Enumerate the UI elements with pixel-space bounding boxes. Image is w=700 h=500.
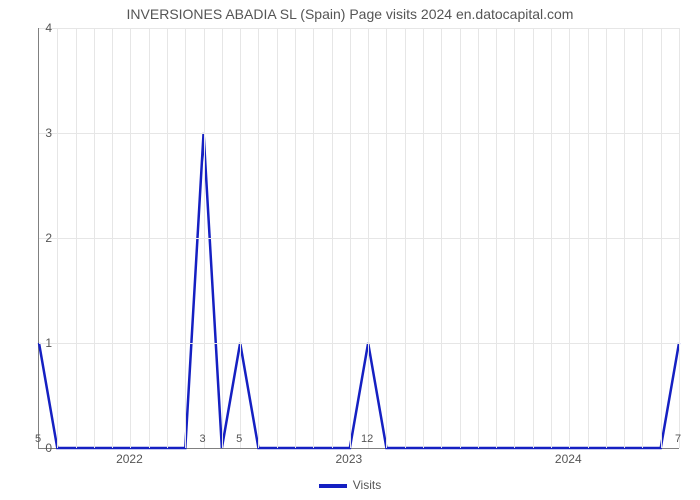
x-point-label: 5	[35, 433, 41, 445]
grid-line-vertical	[679, 28, 680, 448]
x-point-label: 12	[361, 433, 373, 445]
grid-line-vertical	[386, 28, 387, 448]
grid-line-vertical	[76, 28, 77, 448]
grid-line-vertical	[94, 28, 95, 448]
grid-line-vertical	[478, 28, 479, 448]
grid-line-vertical	[295, 28, 296, 448]
grid-line-vertical	[277, 28, 278, 448]
grid-line-horizontal	[39, 238, 679, 239]
grid-line-vertical	[167, 28, 168, 448]
grid-line-horizontal	[39, 133, 679, 134]
chart-container: INVERSIONES ABADIA SL (Spain) Page visit…	[0, 0, 700, 500]
x-point-label: 7	[675, 433, 681, 445]
grid-line-vertical	[606, 28, 607, 448]
grid-line-vertical	[624, 28, 625, 448]
grid-line-vertical	[514, 28, 515, 448]
grid-line-vertical	[423, 28, 424, 448]
x-year-label: 2022	[116, 452, 143, 466]
grid-line-vertical	[112, 28, 113, 448]
chart-title: INVERSIONES ABADIA SL (Spain) Page visit…	[0, 6, 700, 22]
grid-line-vertical	[185, 28, 186, 448]
grid-line-vertical	[569, 28, 570, 448]
grid-line-vertical	[222, 28, 223, 448]
legend-swatch	[319, 484, 347, 488]
grid-line-vertical	[642, 28, 643, 448]
grid-line-vertical	[149, 28, 150, 448]
grid-line-vertical	[258, 28, 259, 448]
grid-line-horizontal	[39, 28, 679, 29]
grid-line-vertical	[350, 28, 351, 448]
x-year-label: 2024	[555, 452, 582, 466]
grid-line-vertical	[661, 28, 662, 448]
x-point-label: 3	[200, 433, 206, 445]
grid-line-vertical	[332, 28, 333, 448]
grid-line-vertical	[460, 28, 461, 448]
grid-line-vertical	[551, 28, 552, 448]
grid-line-horizontal	[39, 343, 679, 344]
grid-line-vertical	[496, 28, 497, 448]
y-tick-label: 2	[32, 231, 52, 245]
legend: Visits	[0, 478, 700, 492]
grid-line-vertical	[240, 28, 241, 448]
grid-line-vertical	[368, 28, 369, 448]
y-tick-label: 4	[32, 21, 52, 35]
plot-area	[38, 28, 679, 449]
grid-line-vertical	[441, 28, 442, 448]
grid-line-vertical	[533, 28, 534, 448]
grid-line-vertical	[313, 28, 314, 448]
legend-label: Visits	[353, 478, 381, 492]
grid-line-vertical	[588, 28, 589, 448]
grid-line-vertical	[405, 28, 406, 448]
y-tick-label: 1	[32, 336, 52, 350]
x-point-label: 5	[236, 433, 242, 445]
x-year-label: 2023	[335, 452, 362, 466]
y-tick-label: 3	[32, 126, 52, 140]
grid-line-vertical	[130, 28, 131, 448]
grid-line-vertical	[57, 28, 58, 448]
grid-line-vertical	[204, 28, 205, 448]
